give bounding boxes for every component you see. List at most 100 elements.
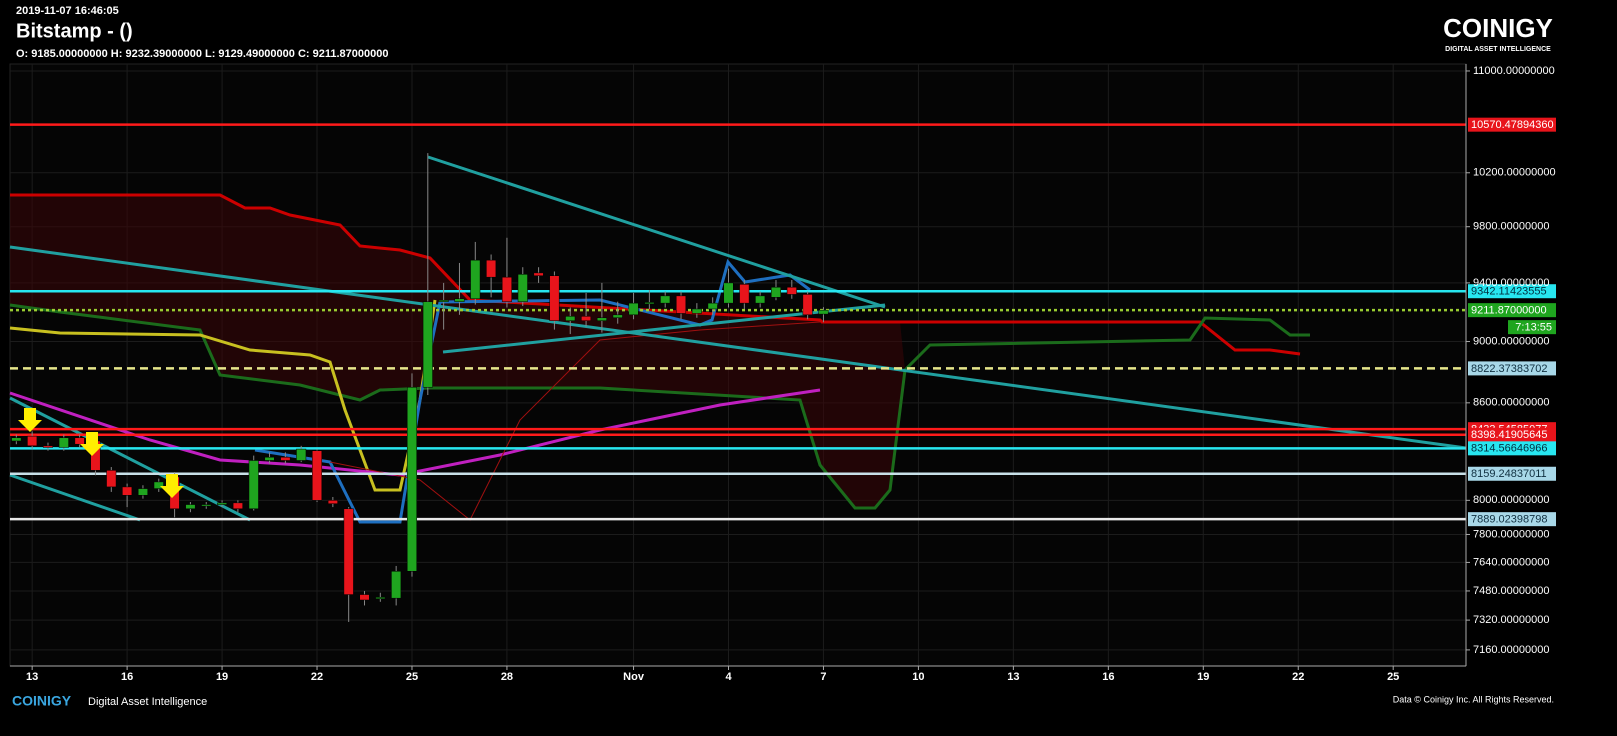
candle-body (185, 504, 196, 510)
y-tick-label: 9800.00000000 (1473, 221, 1549, 233)
candle-body (660, 295, 671, 304)
arrow (160, 474, 184, 498)
candle-body (312, 450, 323, 501)
candle-body (58, 437, 69, 448)
y-tick-label: 11000.00000000 (1473, 65, 1555, 77)
level-label: 8159.24837011 (1471, 468, 1547, 480)
countdown-box (1508, 320, 1556, 335)
y-tick-label: 8600.00000000 (1473, 397, 1549, 409)
level-label: 9342.11423555 (1471, 286, 1547, 298)
level-label: 7889.02398798 (1471, 514, 1547, 526)
candle-body (11, 437, 22, 442)
x-tick-label: 7 (820, 671, 826, 683)
x-tick-label: 16 (1102, 671, 1114, 683)
y-tick-label: 7640.00000000 (1473, 556, 1549, 568)
moving-average-yellow (9, 299, 437, 492)
candle-body (201, 504, 212, 507)
level-label-box (1468, 361, 1556, 376)
candle-body (137, 488, 148, 496)
level-label-box (1468, 427, 1556, 442)
copyright: Data © Coinigy Inc. All Rights Reserved. (1393, 694, 1554, 704)
moving-average-thin-red (329, 321, 821, 521)
candle-body (644, 302, 655, 305)
x-tick-label: 19 (216, 671, 228, 683)
x-tick-label: 22 (1292, 671, 1304, 683)
candle-body (27, 435, 38, 447)
x-tick-label: 19 (1197, 671, 1209, 683)
candle-body (770, 286, 781, 298)
y-tick-label: 10200.00000000 (1473, 167, 1556, 179)
y-tick-label: 7800.00000000 (1473, 528, 1549, 540)
y-tick-label: 7480.00000000 (1473, 585, 1549, 597)
indicators (9, 155, 1467, 524)
timestamp: 2019-11-07 16:46:05 (16, 5, 119, 17)
x-tick-label: 10 (912, 671, 924, 683)
level-label-box (1468, 284, 1556, 299)
ohlc-readout: O: 9185.00000000 H: 9232.39000000 L: 912… (16, 48, 388, 60)
trendline (9, 473, 141, 522)
footer-tagline: Digital Asset Intelligence (88, 696, 207, 708)
level-label: 10570.47894360 (1471, 119, 1554, 131)
level-label-box (1468, 512, 1556, 527)
candle-body (74, 437, 85, 445)
cloud-line-green (9, 303, 1310, 510)
candle-body (723, 282, 734, 304)
x-tick-label: 13 (1007, 671, 1019, 683)
x-tick-label: 16 (121, 671, 133, 683)
candle-body (406, 386, 417, 572)
candle-body (501, 276, 512, 302)
candle-body (248, 460, 259, 510)
level-label: 8398.41905645 (1471, 429, 1547, 441)
candle-body (739, 284, 750, 304)
candle-body (676, 295, 687, 314)
candle-body (707, 302, 718, 310)
candle-body (422, 301, 433, 388)
x-tick-label: 4 (725, 671, 732, 683)
level-label: 9211.87000000 (1471, 305, 1547, 317)
level-label-box (1468, 303, 1556, 318)
logo-tagline: DIGITAL ASSET INTELLIGENCE (1445, 46, 1551, 53)
trendline (9, 396, 251, 522)
trendline (9, 245, 1467, 450)
y-tick-label: 9400.00000000 (1473, 277, 1549, 289)
x-tick-label: 28 (501, 671, 513, 683)
x-tick-label: Nov (623, 671, 645, 683)
y-tick-label: 9000.00000000 (1473, 335, 1549, 347)
candle-body (375, 597, 386, 600)
candle-body (786, 286, 797, 295)
candle-body (359, 594, 370, 601)
candle-body (517, 274, 528, 302)
level-label-box (1468, 117, 1556, 132)
candle-body (343, 508, 354, 595)
level-label: 8822.37383702 (1471, 363, 1547, 375)
arrow (18, 408, 42, 432)
candle-body (565, 316, 576, 321)
chart-title: Bitstamp - () (16, 20, 133, 42)
x-tick-label: 13 (26, 671, 38, 683)
candle-body (454, 298, 465, 302)
candle-body (122, 486, 133, 496)
candle-body (596, 317, 607, 321)
candle-body (217, 502, 228, 505)
candle-body (581, 316, 592, 321)
level-label-box (1468, 441, 1556, 456)
candle-body (470, 259, 481, 300)
candle-body (296, 448, 307, 461)
candle-body (391, 571, 402, 599)
arrow (80, 432, 104, 456)
signal-arrows (18, 408, 184, 498)
y-tick-label: 7160.00000000 (1473, 644, 1549, 656)
candle-body (691, 308, 702, 314)
candle-body (486, 259, 497, 278)
footer-logo: COINIGY (12, 693, 72, 709)
x-tick-label: 25 (1387, 671, 1399, 683)
moving-average-blue (254, 258, 811, 524)
countdown: 7:13:55 (1515, 322, 1552, 334)
candle-body (533, 272, 544, 276)
candle-body (802, 294, 813, 316)
candle-body (232, 502, 243, 510)
candle-body (755, 295, 766, 304)
candle-body (327, 500, 338, 504)
cloud-line-red (10, 193, 1301, 356)
